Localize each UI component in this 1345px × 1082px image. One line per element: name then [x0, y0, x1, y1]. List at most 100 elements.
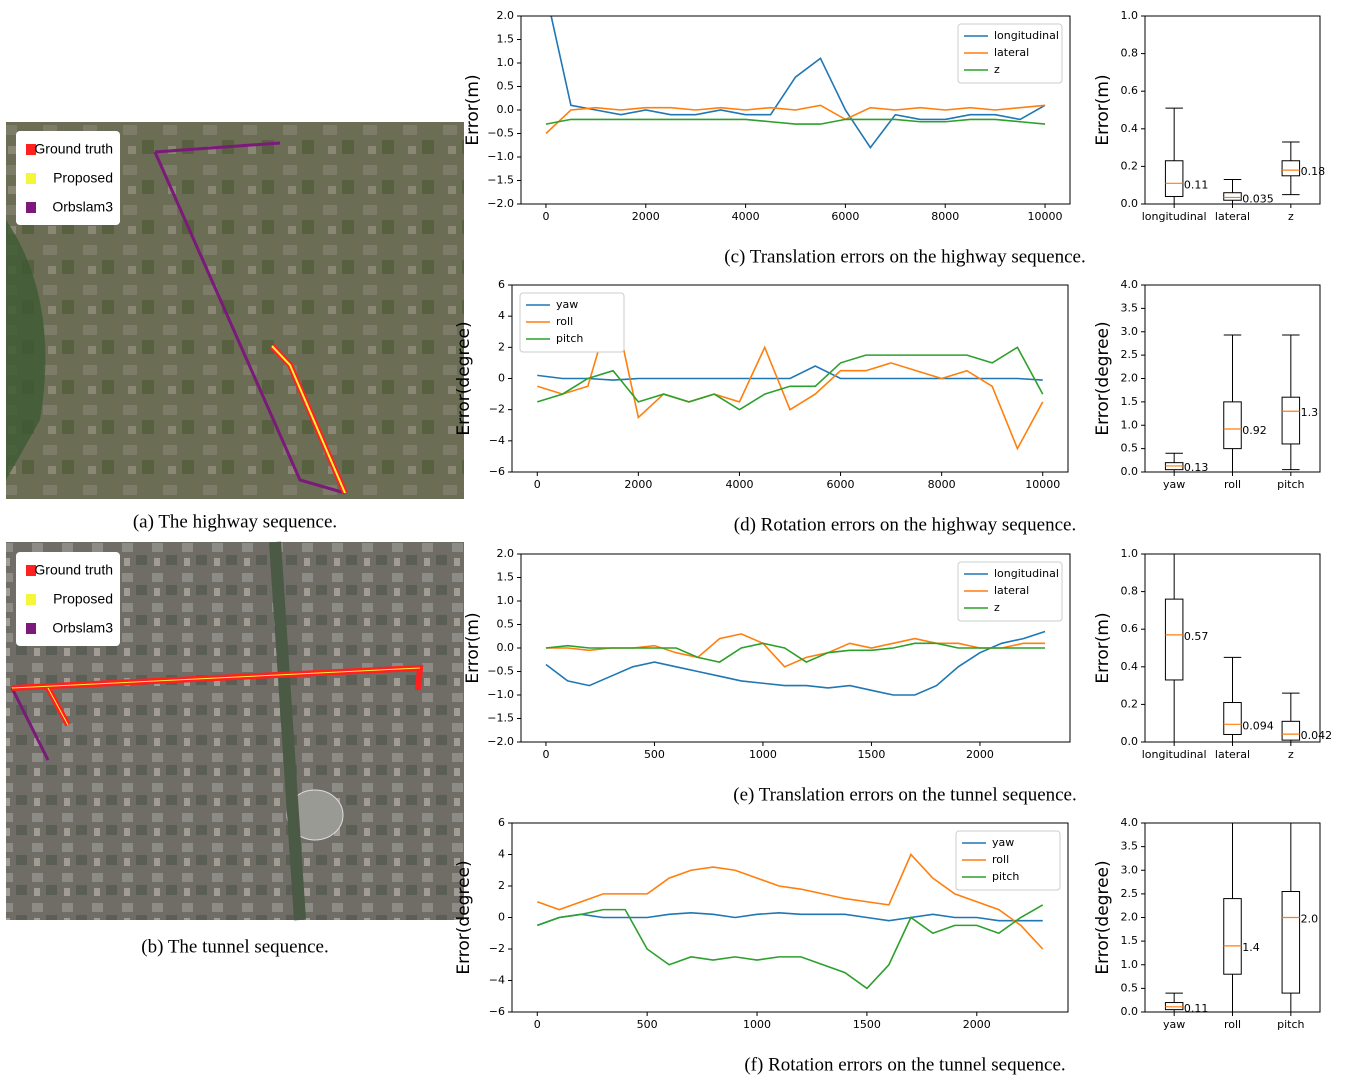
median-label: 0.11: [1184, 178, 1209, 191]
x-tick-label: 1000: [743, 1018, 771, 1031]
legend-label: longitudinal: [994, 567, 1059, 580]
box: [1281, 396, 1301, 445]
legend-box: [955, 830, 1061, 891]
series-line: [545, 104, 1046, 135]
y-axis-label: Error(degree): [454, 321, 474, 435]
median-label: 0.57: [1184, 630, 1209, 643]
legend-label: Ground truth: [34, 562, 113, 578]
y-tick-label: −2: [489, 403, 505, 416]
y-tick-label: 0.4: [1121, 122, 1139, 135]
y-tick-label: 0.6: [1121, 622, 1139, 635]
map-legend: [16, 131, 120, 225]
series-line: [537, 853, 1044, 950]
y-tick-label: 1.0: [1121, 418, 1139, 431]
x-tick-label: z: [1288, 210, 1294, 223]
caption: (f) Rotation errors on the tunnel sequen…: [744, 1054, 1065, 1075]
x-tick-label: lateral: [1215, 748, 1250, 761]
legend-label: roll: [992, 853, 1009, 866]
y-tick-label: 2: [498, 879, 505, 892]
median-label: 1.4: [1242, 941, 1260, 954]
legend-label: longitudinal: [994, 29, 1059, 42]
y-tick-label: 2.0: [1121, 911, 1139, 924]
y-tick-label: 0.2: [1121, 697, 1139, 710]
legend-label: yaw: [992, 836, 1014, 849]
stadium: [286, 789, 344, 841]
x-tick-label: 8000: [928, 478, 956, 491]
y-axis-label: Error(degree): [454, 860, 474, 974]
median-label: 1.3: [1301, 406, 1319, 419]
y-tick-label: 1.5: [497, 571, 515, 584]
y-tick-label: −0.5: [487, 665, 514, 678]
x-tick-label: 2000: [632, 210, 660, 223]
y-tick-label: 4.0: [1121, 278, 1139, 291]
x-tick-label: 0: [542, 748, 549, 761]
y-tick-label: 3.5: [1121, 301, 1139, 314]
box-chart: 0.0 0.5 1.0 1.5 2.0 2.5 3.0 3.5 4.0 0.13 yaw 0.92 ro…: [1093, 278, 1321, 491]
legend-swatch: [26, 173, 36, 184]
y-tick-label: −2.0: [487, 197, 514, 210]
y-tick-label: 2.5: [1121, 887, 1139, 900]
legend-label: Orbslam3: [52, 199, 113, 215]
y-tick-label: −2: [489, 942, 505, 955]
y-axis-label: Error(degree): [1093, 321, 1113, 435]
plot-frame: [511, 284, 1069, 473]
y-tick-label: 0.2: [1121, 159, 1139, 172]
legend-label: z: [994, 63, 1000, 76]
x-tick-label: roll: [1224, 1018, 1241, 1031]
x-tick-label: 0: [534, 478, 541, 491]
legend-label: Ground truth: [34, 141, 113, 157]
y-tick-label: −6: [489, 1005, 505, 1018]
legend-label: roll: [556, 315, 573, 328]
y-tick-label: 0.6: [1121, 84, 1139, 97]
legend: yaw roll pitch: [519, 292, 625, 353]
x-tick-label: 1000: [749, 748, 777, 761]
legend: yaw roll pitch: [955, 830, 1061, 891]
y-tick-label: −4: [489, 974, 505, 987]
y-tick-label: 3.0: [1121, 863, 1139, 876]
y-tick-label: 0.5: [1121, 442, 1139, 455]
line-chart: −6 −4 −2 0 2 4 6 0 2000 4000 6000 8000 10000 yaw roll p…: [454, 278, 1076, 535]
y-tick-label: 1.0: [1121, 9, 1139, 22]
legend-label: lateral: [994, 584, 1029, 597]
x-tick-label: 8000: [931, 210, 959, 223]
river: [269, 541, 306, 921]
y-axis-label: Error(m): [463, 612, 483, 683]
median-label: 0.094: [1242, 719, 1274, 732]
legend-label: lateral: [994, 46, 1029, 59]
line-chart: −6 −4 −2 0 2 4 6 0 500 1000 1500 2000 yaw roll pitch Er…: [454, 816, 1069, 1075]
series-line: [537, 365, 1043, 381]
plot-frame: [1144, 284, 1321, 473]
legend: longitudinal lateral z: [957, 23, 1063, 84]
x-tick-label: pitch: [1277, 1018, 1304, 1031]
y-tick-label: 0.0: [497, 641, 515, 654]
x-tick-label: 10000: [1025, 478, 1060, 491]
y-tick-label: −2.0: [487, 735, 514, 748]
map-b: Ground truth Proposed Orbslam3 (b) The t…: [6, 541, 464, 957]
caption: (c) Translation errors on the highway se…: [724, 246, 1085, 267]
series-line: [537, 911, 1043, 927]
y-tick-label: 0.4: [1121, 660, 1139, 673]
median-label: 2.0: [1301, 913, 1319, 926]
caption: (b) The tunnel sequence.: [141, 936, 328, 957]
x-tick-label: 6000: [827, 478, 855, 491]
box: [1223, 192, 1242, 201]
median-label: 0.035: [1242, 192, 1274, 205]
y-tick-label: 1.0: [1121, 547, 1139, 560]
y-tick-label: 0.5: [497, 618, 515, 631]
y-tick-label: 1.0: [497, 56, 515, 69]
map-a: Ground truth Proposed Orbslam3 (a) The h…: [6, 122, 464, 532]
caption: (e) Translation errors on the tunnel seq…: [733, 784, 1077, 805]
legend-swatch: [26, 594, 36, 605]
x-tick-label: roll: [1224, 478, 1241, 491]
y-tick-label: 6: [498, 278, 505, 291]
box-chart: 0.0 0.2 0.4 0.6 0.8 1.0 0.57 longitudinal 0.094 l…: [1093, 547, 1332, 761]
median-label: 0.13: [1184, 461, 1209, 474]
y-axis-label: Error(m): [1093, 612, 1113, 683]
plot-frame: [1144, 822, 1321, 1013]
plot-frame: [1144, 553, 1321, 743]
legend: longitudinal lateral z: [957, 561, 1063, 622]
x-tick-label: 2000: [624, 478, 652, 491]
map-legend: [16, 552, 120, 646]
y-tick-label: 0.0: [497, 103, 515, 116]
y-tick-label: −1.5: [487, 174, 514, 187]
